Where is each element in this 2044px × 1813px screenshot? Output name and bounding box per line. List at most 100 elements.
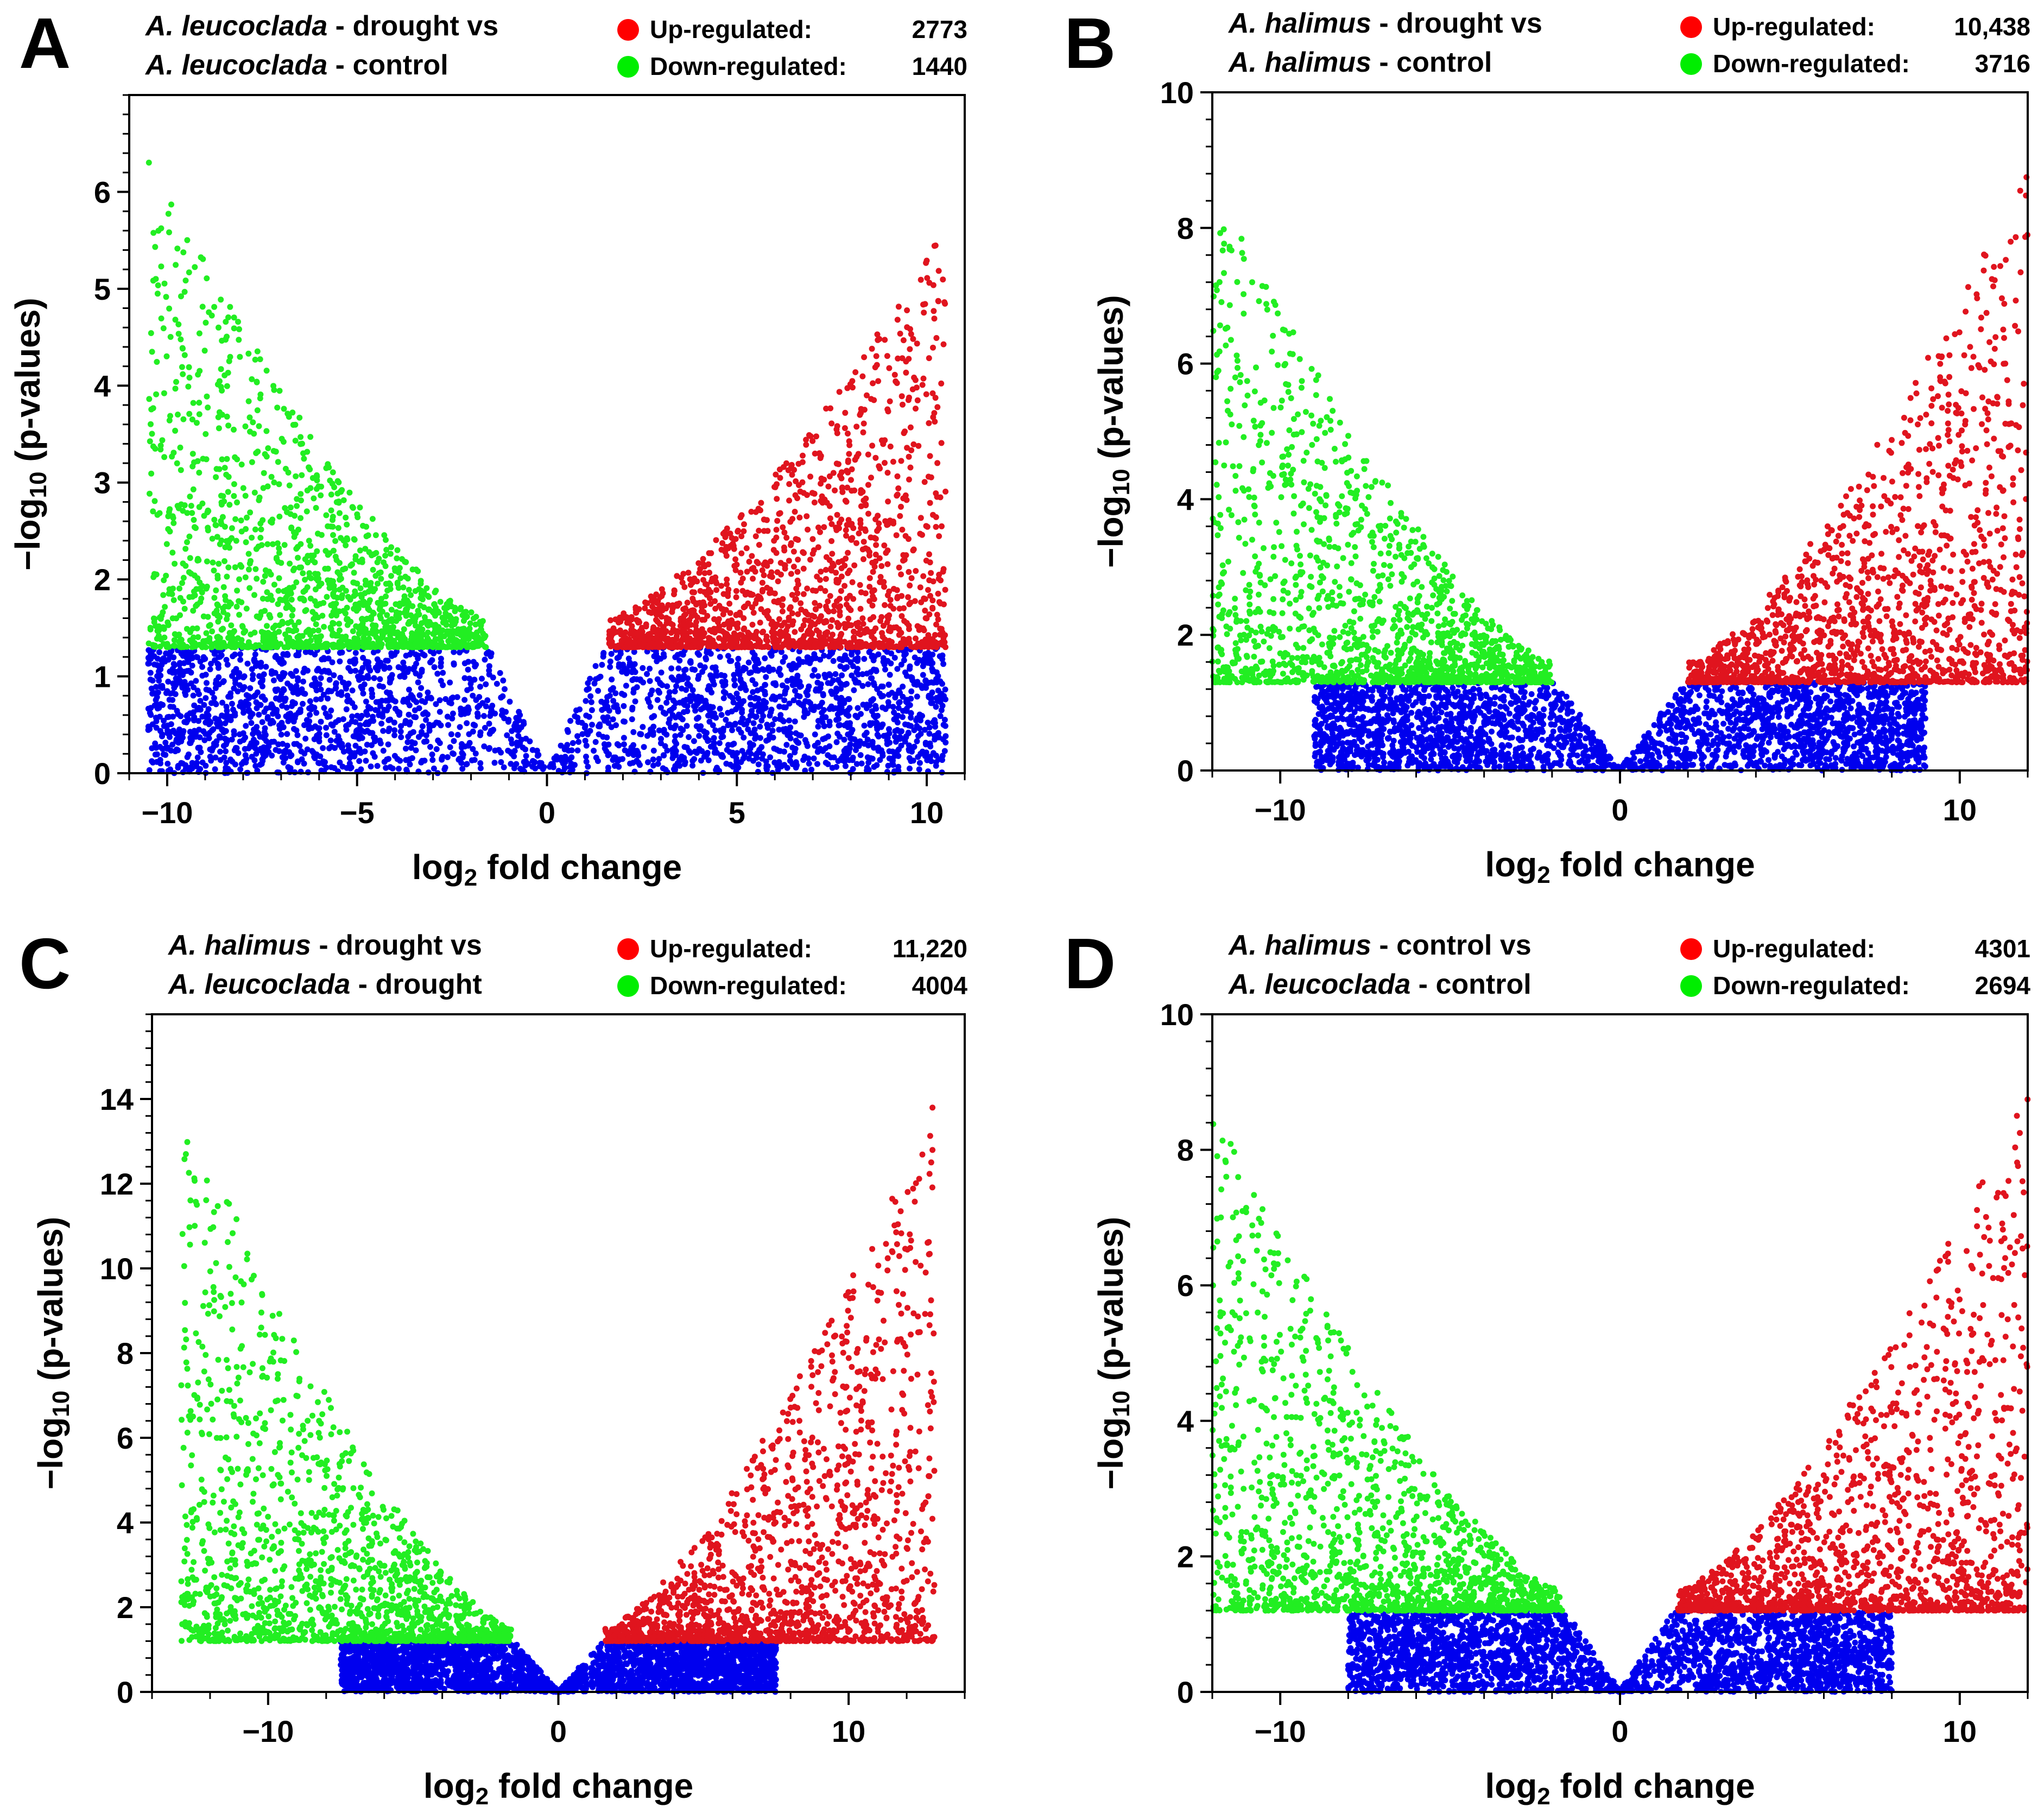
downregulated-point [238, 599, 245, 605]
nonsignificant-point [373, 699, 379, 705]
nonsignificant-point [786, 717, 792, 724]
nonsignificant-point [704, 750, 711, 756]
nonsignificant-point [911, 681, 917, 687]
nonsignificant-point [794, 692, 800, 699]
nonsignificant-point [725, 710, 731, 716]
downregulated-point [208, 312, 215, 319]
upregulated-point [801, 550, 807, 556]
nonsignificant-point [849, 736, 856, 742]
nonsignificant-point [284, 731, 290, 737]
nonsignificant-point [292, 715, 298, 721]
downregulated-point [257, 534, 264, 541]
upregulated-point [773, 549, 780, 556]
upregulated-point [761, 572, 767, 578]
upregulated-point [674, 573, 680, 579]
nonsignificant-point [718, 712, 725, 718]
upregulated-point [906, 626, 912, 633]
nonsignificant-point [732, 722, 738, 728]
upregulated-point [729, 535, 735, 541]
upregulated-point [784, 623, 791, 630]
upregulated-point [768, 569, 775, 576]
nonsignificant-point [844, 656, 850, 662]
upregulated-point [906, 601, 913, 608]
upregulated-point [815, 544, 821, 551]
upregulated-point [787, 604, 794, 610]
nonsignificant-point [394, 756, 401, 762]
nonsignificant-point [940, 736, 946, 742]
downregulated-point [330, 592, 337, 598]
upregulated-point [787, 519, 794, 525]
nonsignificant-point [505, 748, 511, 754]
upregulated-point [701, 570, 708, 576]
upregulated-point [901, 618, 908, 624]
downregulated-point [180, 574, 187, 581]
nonsignificant-point [250, 736, 257, 743]
upregulated-point [860, 556, 866, 563]
nonsignificant-point [650, 748, 657, 754]
nonsignificant-point [436, 709, 443, 715]
nonsignificant-point [634, 684, 640, 691]
nonsignificant-point [757, 723, 763, 730]
downregulated-point [223, 597, 229, 603]
nonsignificant-point [815, 723, 821, 730]
nonsignificant-point [252, 763, 259, 769]
nonsignificant-point [739, 680, 745, 686]
nonsignificant-point [731, 677, 737, 683]
nonsignificant-point [755, 761, 762, 768]
upregulated-point [836, 389, 843, 395]
upregulated-point [808, 619, 814, 626]
upregulated-point [662, 642, 669, 649]
upregulated-point [760, 628, 767, 635]
nonsignificant-point [713, 715, 719, 721]
upregulated-point [923, 523, 929, 529]
downregulated-point [178, 467, 184, 473]
nonsignificant-point [711, 735, 717, 741]
nonsignificant-point [574, 733, 581, 740]
nonsignificant-point [532, 765, 539, 772]
nonsignificant-point [870, 720, 876, 727]
nonsignificant-point [191, 715, 198, 722]
nonsignificant-point [428, 694, 434, 701]
downregulated-point [200, 613, 207, 620]
nonsignificant-point [735, 655, 742, 662]
nonsignificant-point [861, 722, 868, 729]
nonsignificant-point [392, 705, 398, 712]
upregulated-point [842, 409, 849, 416]
nonsignificant-point [385, 728, 391, 734]
nonsignificant-point [353, 728, 360, 734]
nonsignificant-point [703, 656, 710, 662]
upregulated-point [781, 562, 788, 568]
upregulated-point [800, 565, 807, 572]
downregulated-point [408, 592, 414, 598]
downregulated-point [328, 491, 334, 498]
upregulated-point [880, 623, 887, 629]
nonsignificant-point [926, 730, 933, 737]
nonsignificant-point [802, 737, 808, 743]
nonsignificant-point [162, 740, 169, 746]
nonsignificant-point [827, 705, 833, 712]
nonsignificant-point [212, 700, 218, 706]
nonsignificant-point [493, 680, 500, 687]
nonsignificant-point [147, 710, 153, 716]
nonsignificant-point [634, 748, 640, 754]
nonsignificant-point [178, 713, 184, 719]
nonsignificant-point [916, 711, 923, 718]
nonsignificant-point [729, 727, 735, 734]
upregulated-point [691, 575, 698, 582]
nonsignificant-point [605, 741, 612, 748]
nonsignificant-point [813, 686, 819, 692]
nonsignificant-point [248, 743, 254, 749]
nonsignificant-point [675, 665, 682, 672]
nonsignificant-point [882, 666, 888, 673]
nonsignificant-point [350, 733, 357, 740]
nonsignificant-point [328, 707, 334, 713]
downregulated-point [369, 516, 376, 522]
downregulated-point [328, 507, 334, 514]
upregulated-point [764, 528, 771, 534]
nonsignificant-point [672, 688, 678, 694]
nonsignificant-point [345, 680, 352, 687]
nonsignificant-point [447, 744, 453, 750]
nonsignificant-point [289, 673, 296, 679]
upregulated-point [914, 397, 921, 403]
nonsignificant-point [695, 675, 701, 682]
